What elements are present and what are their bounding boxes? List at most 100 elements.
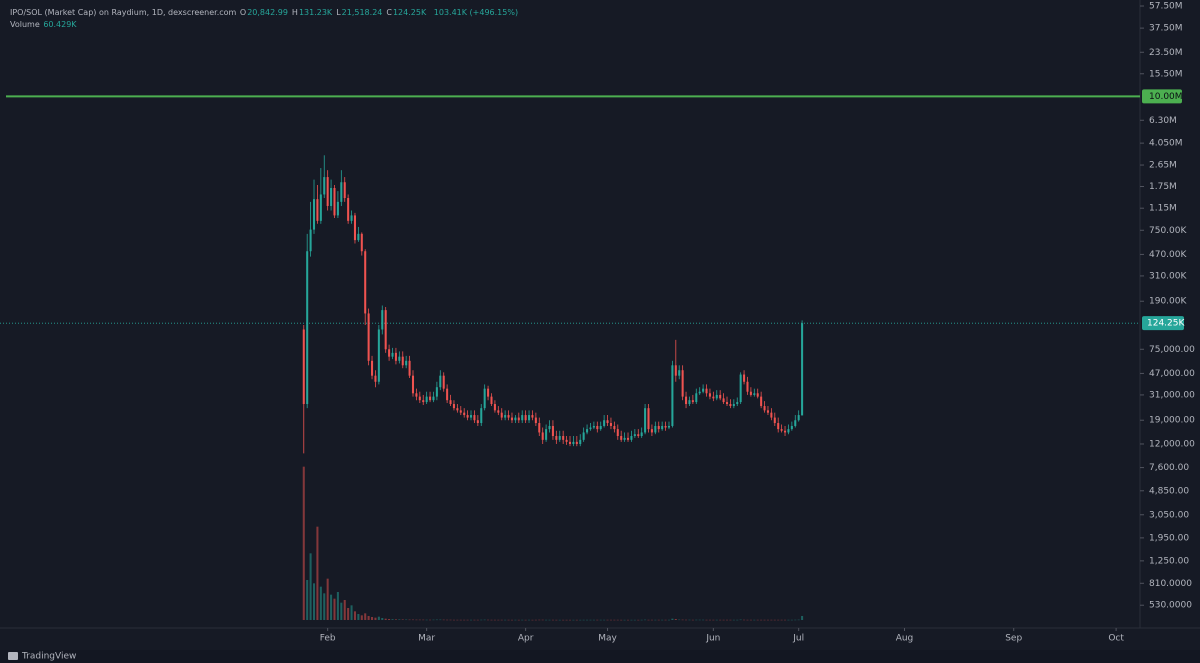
- volume-bar: [568, 619, 572, 621]
- x-tick-label: Jun: [705, 634, 720, 644]
- volume-bar: [725, 619, 729, 621]
- candle-body: [579, 439, 582, 444]
- volume-bar: [323, 593, 326, 620]
- legend-row: IPO/SOL (Market Cap) on Raydium, 1D, dex…: [10, 7, 519, 19]
- volume-bar: [391, 619, 394, 620]
- x-tick-label: Sep: [1005, 634, 1022, 644]
- volume-bar: [746, 619, 749, 621]
- volume-bar: [490, 619, 493, 621]
- candle-body: [364, 251, 367, 314]
- volume-bar: [705, 619, 708, 621]
- volume-bar: [766, 619, 769, 621]
- x-tick-label: Aug: [896, 634, 914, 644]
- volume-bar: [722, 619, 725, 621]
- candle-body: [483, 388, 486, 409]
- volume-bar: [586, 619, 589, 621]
- volume-bar: [353, 611, 356, 620]
- volume-bar: [575, 619, 578, 621]
- volume-bar: [418, 619, 421, 621]
- volume-bar: [473, 619, 476, 621]
- candle-body: [371, 360, 374, 376]
- candle-body: [353, 215, 356, 241]
- candle-body: [575, 441, 578, 444]
- volume-bar: [432, 619, 435, 621]
- x-tick-label: May: [598, 634, 617, 644]
- ohlc-value: 124.25K: [392, 8, 427, 17]
- ohlc-value: 131.23K: [298, 8, 333, 17]
- candle-body: [784, 430, 787, 433]
- y-tick-label: 2.65M: [1149, 161, 1177, 171]
- volume-bar: [401, 619, 404, 620]
- candle-body: [534, 417, 537, 424]
- candle-body: [517, 417, 520, 421]
- volume-bar: [784, 619, 787, 621]
- volume-bar: [469, 619, 473, 621]
- volume-bar: [712, 619, 715, 621]
- volume-bar: [551, 619, 554, 621]
- volume-bar: [671, 618, 674, 620]
- volume-value: 60.429K: [43, 20, 77, 29]
- candle-body: [572, 441, 575, 444]
- y-tick-label: 57.50M: [1149, 2, 1183, 12]
- volume-bar: [531, 619, 534, 621]
- candle-body: [732, 404, 735, 407]
- volume-bar: [637, 619, 640, 621]
- candle-body: [712, 396, 715, 399]
- volume-bar: [596, 619, 599, 621]
- candle-body: [582, 432, 585, 440]
- volume-bar: [794, 619, 797, 621]
- volume-bar: [565, 619, 568, 621]
- volume-bar: [695, 619, 698, 621]
- candle-body: [688, 400, 691, 405]
- ohlc-label: O: [239, 8, 247, 17]
- volume-bar: [446, 619, 449, 621]
- volume-bar: [801, 615, 804, 620]
- volume-bar: [616, 619, 619, 621]
- candle-body: [425, 396, 428, 403]
- x-tick-label: Mar: [418, 634, 435, 644]
- candle-body: [473, 415, 476, 421]
- volume-bar: [350, 605, 353, 620]
- volume-bar: [306, 580, 309, 620]
- volume-bar: [685, 619, 688, 621]
- volume-bar: [452, 619, 455, 621]
- candle-body: [609, 423, 612, 426]
- candle-body: [524, 415, 527, 421]
- candle-body: [415, 393, 418, 397]
- candle-body: [367, 313, 370, 361]
- candle-body: [770, 412, 773, 418]
- volume-bar: [521, 619, 524, 621]
- volume-bar: [644, 619, 647, 621]
- volume-bar: [343, 600, 346, 620]
- volume-bar: [749, 619, 752, 621]
- volume-bar: [381, 618, 384, 620]
- candle-body: [787, 429, 790, 433]
- candle-body: [729, 404, 732, 407]
- candle-body: [763, 406, 766, 411]
- candle-body: [401, 356, 404, 366]
- volume-bar: [534, 619, 537, 621]
- volume-bar: [763, 619, 766, 621]
- candle-body: [442, 375, 445, 389]
- candle-body: [551, 425, 554, 437]
- candle-body: [678, 370, 681, 376]
- candle-body: [398, 356, 401, 361]
- candle-body: [674, 365, 677, 376]
- candle-body: [418, 396, 421, 401]
- volume-bar: [545, 619, 548, 621]
- candle-body: [790, 425, 793, 430]
- candle-body: [616, 429, 619, 437]
- y-tick-label: 23.50M: [1149, 48, 1183, 58]
- volume-bar: [340, 602, 343, 620]
- candle-body: [685, 396, 688, 405]
- volume-bar: [620, 619, 623, 621]
- volume-bar: [514, 619, 517, 621]
- volume-bar: [592, 619, 595, 621]
- candle-body: [746, 381, 749, 392]
- ohlc-value: 21,518.24: [341, 8, 383, 17]
- candle-body: [555, 436, 558, 440]
- candle-body: [405, 360, 408, 366]
- volume-bar: [504, 619, 507, 621]
- candle-body: [664, 425, 667, 428]
- volume-bar: [647, 619, 650, 621]
